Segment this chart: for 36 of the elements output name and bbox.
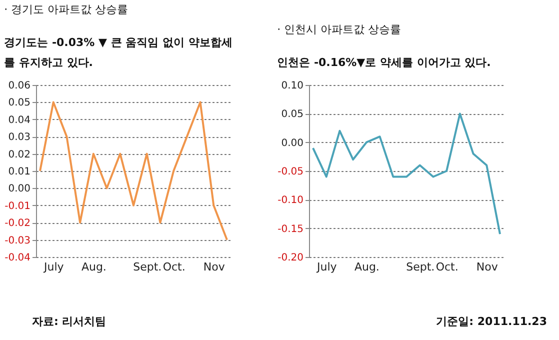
x-tick-label: Oct. <box>162 260 186 274</box>
text: 기준일: 2011.11.23 <box>436 314 547 329</box>
y-tick-label: 0.05 <box>8 98 30 109</box>
y-tick-label: -0.05 <box>278 166 304 178</box>
y-tick-label: 0.00 <box>8 184 30 195</box>
chart-title: · 경기도 아파트값 상승률 <box>4 3 128 16</box>
chart-subtitle: 경기도는 -0.03% ▼ 큰 움직임 없이 약보합세 를 유지하고 있다. <box>4 36 232 69</box>
x-tick-label: Oct. <box>436 260 458 274</box>
y-tick-label: 0.10 <box>281 80 304 92</box>
chart-subtitle: 인천은 -0.16%▼로 약세를 이어가고 있다. <box>277 56 491 69</box>
y-tick-label: 0.05 <box>281 109 304 120</box>
y-tick-label: -0.01 <box>4 200 30 212</box>
line-series <box>312 112 501 236</box>
x-tick-label: Aug. <box>354 260 380 274</box>
x-tick-label: Nov <box>476 260 498 274</box>
y-tick-label: -0.15 <box>278 224 304 235</box>
x-tick-label: Sept. <box>406 260 435 274</box>
y-tick-label: -0.02 <box>4 218 30 230</box>
x-tick-label: July <box>42 260 64 274</box>
y-tick-label: -0.10 <box>278 195 304 206</box>
text: 자료: 리서치팀 <box>32 314 106 329</box>
y-tick-label: 0.00 <box>281 138 304 149</box>
chart-title: · 인천시 아파트값 상승률 <box>277 23 402 36</box>
x-tick-label: July <box>316 260 338 274</box>
y-tick-label: 0.02 <box>8 149 30 160</box>
y-tick-label: 0.04 <box>8 114 30 126</box>
line-series <box>39 101 228 241</box>
y-tick-label: 0.03 <box>8 132 30 144</box>
x-tick-label: Aug. <box>81 260 106 274</box>
y-tick-label: 0.06 <box>8 80 30 92</box>
y-tick-label: -0.03 <box>4 235 30 246</box>
x-tick-label: Sept. <box>133 260 162 274</box>
y-tick-label: -0.20 <box>278 252 304 264</box>
x-tick-label: Nov <box>203 260 226 274</box>
y-tick-label: 0.01 <box>8 166 30 178</box>
y-tick-label: -0.04 <box>4 252 30 264</box>
